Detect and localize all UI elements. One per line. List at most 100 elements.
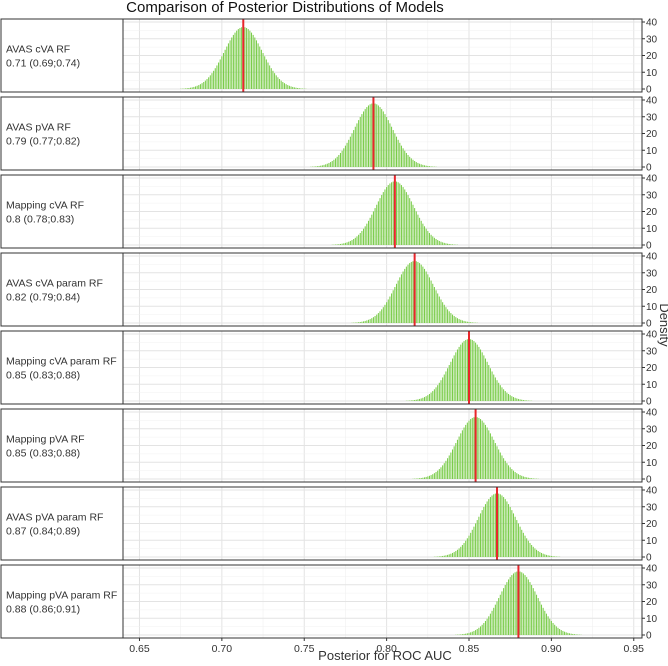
histogram-bar	[367, 105, 370, 167]
histogram-bar	[478, 346, 480, 401]
histogram-bar	[260, 49, 262, 89]
histogram-bar	[437, 293, 439, 323]
histogram-bar	[509, 577, 511, 635]
histogram-bar	[433, 287, 435, 323]
histogram-bar	[466, 422, 468, 479]
histogram-bar	[458, 346, 460, 401]
facet-strip	[0, 18, 124, 93]
y-tick-label: 20	[646, 519, 658, 530]
histogram-bar	[532, 478, 534, 479]
histogram-bar	[480, 513, 482, 557]
histogram-bar	[405, 192, 407, 245]
y-tick-label: 10	[646, 458, 658, 469]
histogram-bar	[442, 555, 444, 557]
histogram-bar	[489, 433, 491, 479]
y-tick-label: 10	[646, 68, 658, 79]
histogram-bar	[221, 56, 223, 89]
histogram-bar	[573, 634, 575, 635]
histogram-bar	[442, 465, 444, 479]
histogram-bar	[534, 591, 536, 635]
histogram-bar	[346, 242, 348, 245]
histogram-bar	[465, 540, 467, 557]
histogram-bar	[522, 532, 524, 557]
histogram-bar	[447, 554, 449, 557]
y-tick-label: 40	[646, 330, 658, 341]
histogram-bar	[361, 321, 363, 323]
histogram-bar	[422, 266, 424, 323]
histogram-bar	[521, 529, 523, 557]
histogram-bar	[392, 290, 394, 323]
histogram-bar	[476, 520, 478, 557]
histogram-bar	[514, 397, 516, 401]
histogram-bar	[516, 398, 518, 401]
histogram-bar	[417, 261, 419, 323]
histogram-bar	[336, 244, 338, 245]
histogram-bar	[488, 430, 490, 479]
histogram-bar	[422, 477, 424, 479]
histogram-bar	[218, 62, 220, 89]
histogram-bar	[321, 165, 323, 167]
histogram-bar	[453, 315, 455, 323]
histogram-bar	[481, 510, 483, 557]
facet-panel: AVAS pVA param RF 0.87 (0.84;0.89) 0 10 20 30…	[0, 486, 658, 564]
histogram-bar	[475, 523, 477, 557]
histogram-bar	[493, 607, 495, 635]
x-tick-label: 0.65	[129, 643, 150, 655]
histogram-bar	[292, 86, 294, 89]
histogram-bar	[531, 478, 533, 479]
histogram-bar	[567, 632, 569, 635]
histogram-bar	[508, 393, 510, 401]
histogram-bar	[435, 290, 437, 323]
facet-strip	[0, 96, 124, 171]
histogram-bar	[404, 189, 406, 245]
histogram-bar	[344, 145, 346, 167]
histogram-bar	[443, 555, 445, 557]
histogram-bar	[468, 321, 470, 323]
histogram-bar	[191, 87, 193, 89]
histogram-bar	[499, 494, 501, 557]
facet-model-name: Mapping pVA RF	[6, 434, 85, 446]
histogram-bar	[564, 631, 566, 635]
histogram-bar	[377, 201, 379, 245]
histogram-bar	[496, 601, 498, 635]
histogram-bar	[465, 339, 467, 401]
histogram-bar	[349, 240, 351, 245]
histogram-bar	[544, 610, 546, 635]
histogram-bar	[270, 68, 272, 89]
histogram-bar	[420, 477, 422, 479]
histogram-bar	[343, 243, 345, 245]
histogram-bar	[412, 400, 414, 401]
histogram-bar	[440, 380, 442, 401]
histogram-bar	[437, 240, 439, 245]
histogram-bar	[338, 244, 340, 245]
histogram-bar	[453, 355, 455, 401]
histogram-bar	[453, 552, 455, 557]
histogram-bar	[524, 535, 526, 557]
facet-summary: 0.8 (0.78;0.83)	[6, 214, 74, 226]
histogram-bar	[484, 504, 486, 557]
facet-summary: 0.82 (0.79;0.84)	[6, 292, 80, 304]
histogram-bar	[438, 382, 440, 401]
histogram-bar	[512, 470, 515, 479]
histogram-bar	[453, 446, 455, 479]
histogram-bar	[415, 162, 417, 167]
histogram-bar	[498, 598, 500, 635]
histogram-bar	[384, 189, 386, 245]
histogram-bar	[539, 601, 541, 635]
histogram-bar	[433, 389, 435, 401]
histogram-bar	[531, 585, 533, 635]
histogram-bar	[475, 342, 477, 401]
histogram-bar	[427, 274, 429, 323]
histogram-bar	[486, 427, 488, 479]
histogram-bar	[550, 555, 552, 557]
histogram-bar	[562, 630, 564, 635]
histogram-bar	[440, 299, 442, 323]
histogram-bar	[425, 396, 427, 401]
histogram-bar	[369, 217, 371, 245]
histogram-bar	[391, 293, 393, 323]
histogram-bar	[259, 46, 261, 89]
histogram-bar	[529, 477, 531, 479]
histogram-bar	[216, 65, 218, 89]
histogram-bar	[377, 313, 379, 323]
histogram-bar	[366, 223, 368, 245]
